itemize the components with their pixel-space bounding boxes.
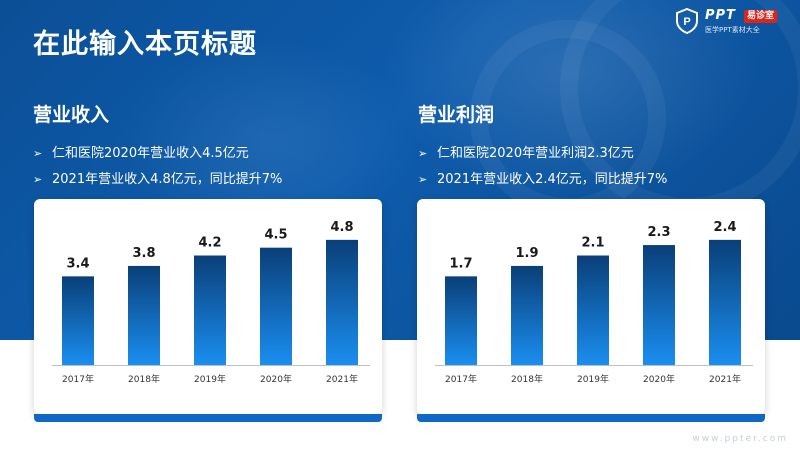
x-tick-label: 2017年 [62, 373, 94, 385]
arrow-bullet-icon: ➢ [33, 173, 43, 186]
x-tick-label: 2017年 [445, 373, 477, 385]
bar [260, 247, 292, 365]
bar [709, 239, 741, 365]
arrow-bullet-icon: ➢ [418, 173, 428, 186]
profit-bar-chart: 1.7 2017年 1.9 2018年 2.1 2019年 2.3 2020年 2.4 2021年 [435, 220, 753, 385]
arrow-bullet-icon: ➢ [33, 147, 43, 160]
bullet-text: 2021年营业收入4.8亿元，同比提升7% [52, 172, 283, 187]
revenue-bar-chart: 3.4 2017年 3.8 2018年 4.2 2019年 4.5 2020年 4.8 2021年 [52, 220, 370, 385]
bullet-item: ➢ 仁和医院2020年营业收入4.5亿元 [33, 141, 393, 167]
bullet-text: 2021年营业收入2.4亿元，同比提升7% [437, 172, 668, 187]
profit-chart-card: 1.7 2017年 1.9 2018年 2.1 2019年 2.3 2020年 2.4 2021年 [417, 199, 765, 422]
svg-text:P: P [683, 16, 690, 28]
x-tick-label: 2020年 [643, 373, 675, 385]
logo-brand: PPT [705, 8, 736, 23]
bar-value-label: 4.8 [330, 220, 353, 235]
bar-value-label: 1.9 [515, 246, 538, 261]
bar [445, 276, 477, 365]
watermark: www.ppter.com [692, 434, 788, 444]
bar [643, 245, 675, 365]
bullet-item: ➢ 2021年营业收入4.8亿元，同比提升7% [33, 167, 393, 193]
bar-value-label: 3.4 [66, 256, 89, 271]
section-heading: 营业收入 [33, 104, 110, 126]
bar [511, 265, 543, 365]
section-revenue: 营业收入 ➢ 仁和医院2020年营业收入4.5亿元 ➢ 2021年营业收入4.8亿元… [33, 100, 393, 193]
brand-logo: P PPT 易诊室 医学PPT素材大全 [676, 8, 794, 38]
bar [194, 255, 226, 365]
bar-value-label: 4.5 [264, 228, 287, 243]
bullet-item: ➢ 仁和医院2020年营业利润2.3亿元 [418, 141, 778, 167]
arrow-bullet-icon: ➢ [418, 147, 428, 160]
bullet-item: ➢ 2021年营业收入2.4亿元，同比提升7% [418, 167, 778, 193]
logo-badge: 易诊室 [744, 10, 778, 23]
bullet-text: 仁和医院2020年营业收入4.5亿元 [52, 146, 249, 161]
card-accent [34, 414, 382, 422]
x-tick-label: 2019年 [194, 373, 226, 385]
section-heading: 营业利润 [418, 104, 495, 126]
bar-value-label: 1.7 [449, 256, 472, 271]
shield-icon: P [676, 8, 698, 34]
bullet-list: ➢ 仁和医院2020年营业收入4.5亿元 ➢ 2021年营业收入4.8亿元，同比提升… [33, 141, 393, 193]
bar-value-label: 4.2 [198, 236, 221, 251]
x-tick-label: 2019年 [577, 373, 609, 385]
bar-value-label: 2.4 [713, 220, 736, 235]
bar [326, 239, 358, 365]
x-tick-label: 2020年 [260, 373, 292, 385]
card-accent [417, 414, 765, 422]
bar-value-label: 2.1 [581, 236, 604, 251]
x-tick-label: 2018年 [511, 373, 543, 385]
bullet-list: ➢ 仁和医院2020年营业利润2.3亿元 ➢ 2021年营业收入2.4亿元，同比提升… [418, 141, 778, 193]
revenue-chart-card: 3.4 2017年 3.8 2018年 4.2 2019年 4.5 2020年 4.8 2021年 [34, 199, 382, 422]
bar [577, 255, 609, 365]
bullet-text: 仁和医院2020年营业利润2.3亿元 [437, 146, 634, 161]
bar [128, 265, 160, 365]
x-tick-label: 2021年 [709, 373, 741, 385]
page-title: 在此输入本页标题 [33, 29, 257, 60]
x-tick-label: 2021年 [326, 373, 358, 385]
section-profit: 营业利润 ➢ 仁和医院2020年营业利润2.3亿元 ➢ 2021年营业收入2.4亿元… [418, 100, 778, 193]
logo-tagline: 医学PPT素材大全 [705, 26, 760, 34]
bar-value-label: 3.8 [132, 246, 155, 261]
x-tick-label: 2018年 [128, 373, 160, 385]
bar [62, 276, 94, 365]
bar-value-label: 2.3 [647, 225, 670, 240]
